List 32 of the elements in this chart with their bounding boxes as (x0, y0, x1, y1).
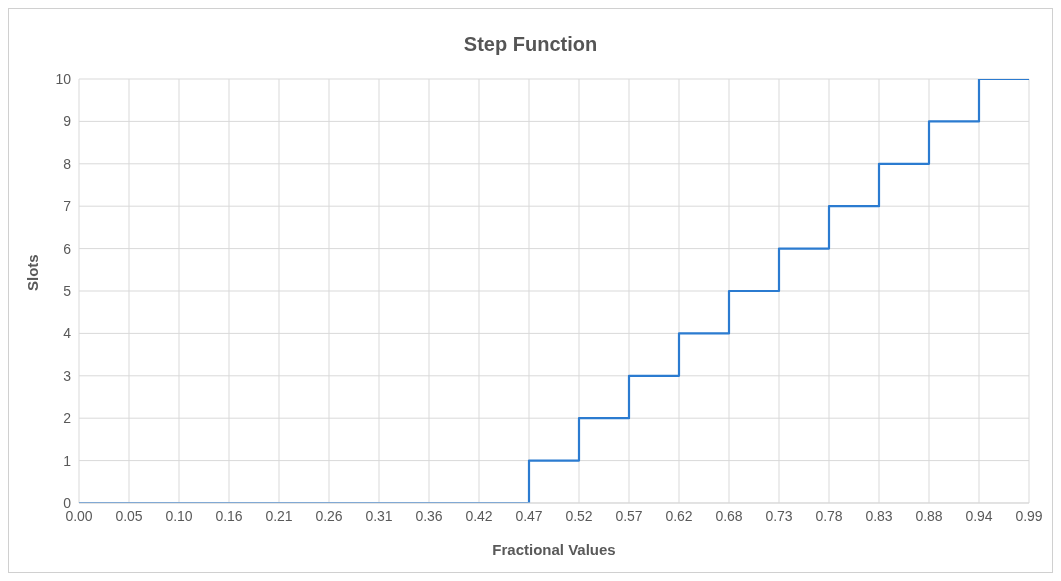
y-tick-label: 4 (63, 325, 72, 342)
x-tick-label: 0.47 (515, 507, 543, 524)
y-tick-label: 7 (63, 198, 72, 215)
x-tick-label: 0.99 (1015, 507, 1043, 524)
y-tick-label: 8 (63, 155, 72, 172)
y-tick-label: 1 (63, 452, 72, 469)
x-tick-label: 0.31 (365, 507, 393, 524)
x-tick-label: 0.73 (765, 507, 793, 524)
x-tick-label: 0.83 (865, 507, 893, 524)
x-tick-label: 0.36 (415, 507, 443, 524)
y-tick-label: 10 (55, 70, 72, 87)
x-tick-label: 0.21 (265, 507, 293, 524)
x-tick-label: 0.57 (615, 507, 643, 524)
x-tick-label: 0.42 (465, 507, 493, 524)
x-tick-label: 0.26 (315, 507, 343, 524)
chart-title: Step Function (462, 32, 599, 57)
x-tick-label: 0.78 (815, 507, 843, 524)
x-tick-label: 0.10 (165, 507, 193, 524)
x-tick-label: 0.16 (215, 507, 243, 524)
x-tick-label: 0.94 (965, 507, 993, 524)
x-tick-label: 0.52 (565, 507, 593, 524)
x-tick-label: 0.88 (915, 507, 943, 524)
x-tick-label: 0.62 (665, 507, 693, 524)
x-tick-label: 0.68 (715, 507, 743, 524)
y-tick-label: 3 (63, 367, 72, 384)
x-axis-title: Fractional Values (492, 541, 616, 558)
x-tick-label: 0.05 (115, 507, 143, 524)
y-tick-label: 5 (63, 282, 72, 299)
y-axis-title: Slots (24, 254, 42, 291)
y-tick-label: 6 (63, 240, 72, 257)
y-tick-label: 9 (63, 113, 72, 130)
y-tick-label: 2 (63, 410, 72, 427)
